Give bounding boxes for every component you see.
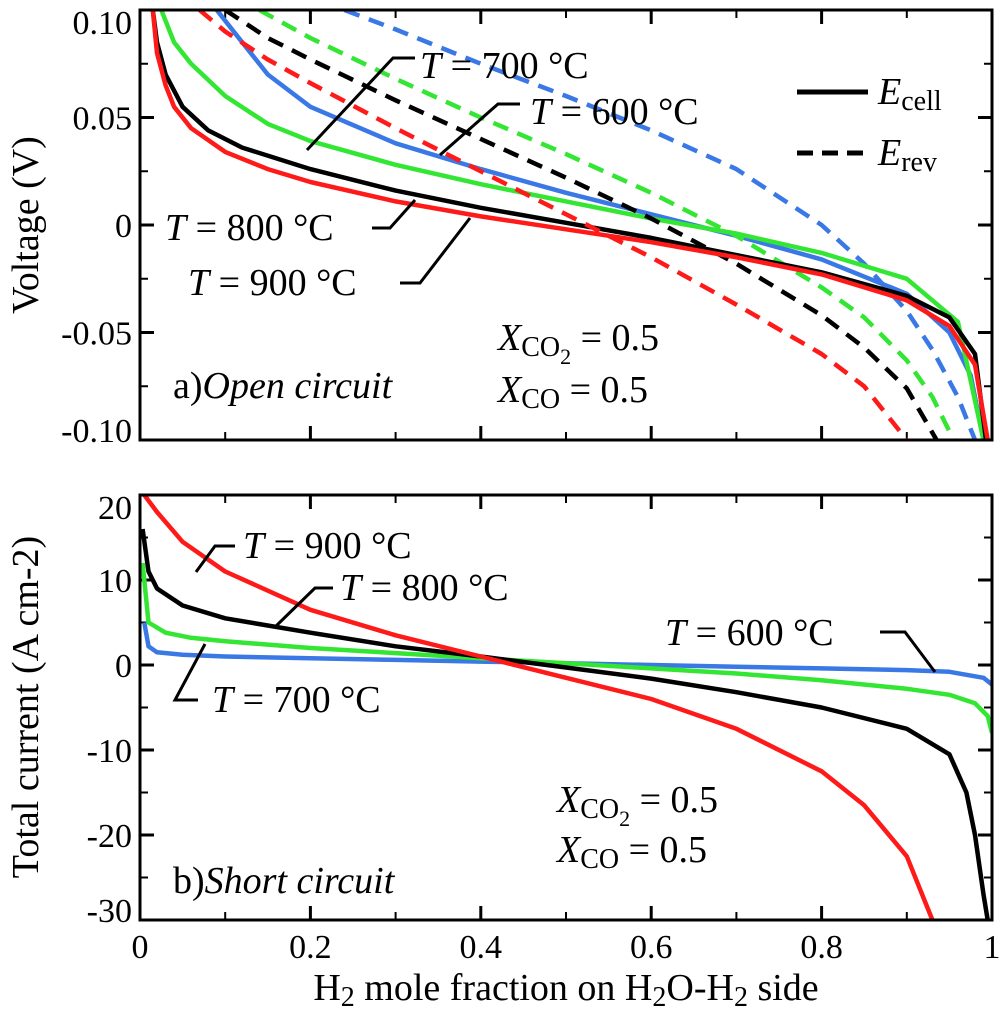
panel-b-xlabel: H2 mole fraction on H2O-H2 side <box>313 967 818 1013</box>
panel-a-ytick-label: -0.05 <box>61 316 132 353</box>
series-b-900 <box>142 495 935 920</box>
label-a-800: T = 800 °C <box>165 207 334 249</box>
panel-a-ytick-labels: 0.10 0.05 0 -0.05 -0.10 <box>61 5 132 450</box>
label-b-800: T = 800 °C <box>340 567 509 609</box>
leader-a-700 <box>305 56 415 152</box>
label-a-900: T = 900 °C <box>188 262 357 304</box>
panel-a-temperature-labels: T = 700 °C T = 600 °C T = 800 °C T = 900… <box>165 45 699 304</box>
label-b-700: T = 700 °C <box>212 679 381 721</box>
label-b-900: T = 900 °C <box>243 525 412 567</box>
panel-b-xtick-label: 0.6 <box>630 929 673 966</box>
panel-b-xtick-label: 0.2 <box>289 929 332 966</box>
panel-b-ytick-label: 0 <box>115 648 132 685</box>
panel-b-ytick-label: -10 <box>87 733 132 770</box>
panel-open-circuit: 0.10 0.05 0 -0.05 -0.10 Voltage (V) Ecell Er… <box>5 5 994 450</box>
panel-a-xco: XCO = 0.5 <box>496 369 648 415</box>
panel-b-xco2: XCO2 = 0.5 <box>555 779 718 831</box>
panel-a-ytick-label: -0.10 <box>61 413 132 450</box>
panel-b-ytick-label: 20 <box>98 490 132 527</box>
panel-b-ytick-label: -20 <box>87 818 132 855</box>
panel-b-xtick-labels: 0 0.2 0.4 0.6 0.8 1 <box>132 929 1000 966</box>
leader-a-900 <box>400 217 472 285</box>
label-b-600: T = 600 °C <box>665 612 834 654</box>
panel-b-xtick-label: 1 <box>984 929 1000 966</box>
panel-b-ylabel: Total current (A cm-2) <box>5 536 47 878</box>
panel-a-xco2: XCO2 = 0.5 <box>496 317 659 369</box>
label-a-600: T = 600 °C <box>530 91 699 133</box>
leader-a-600 <box>439 102 520 157</box>
series-a-600-ecell <box>214 10 986 440</box>
series-b-600 <box>142 622 992 687</box>
panel-b-ytick-labels: 20 10 0 -10 -20 -30 <box>87 490 132 930</box>
panel-b-temperature-labels: T = 900 °C T = 800 °C T = 600 °C T = 700… <box>172 525 937 721</box>
leader-b-700 <box>172 643 207 702</box>
legend-erev: Erev <box>877 132 937 178</box>
panel-b-ytick-label: 10 <box>98 563 132 600</box>
leader-b-800 <box>273 586 333 629</box>
panel-a-ytick-label: 0.10 <box>73 5 133 42</box>
panel-a-frame <box>138 8 994 442</box>
legend: Ecell Erev <box>797 71 942 178</box>
series-a-900-ecell <box>150 10 990 440</box>
series-a-900-erev <box>198 10 909 440</box>
leader-b-900 <box>194 544 235 573</box>
panel-a-ytick-label: 0.05 <box>73 101 133 138</box>
panel-b-xtick-label: 0.8 <box>800 929 843 966</box>
series-a-600-erev <box>343 10 978 440</box>
series-a-800-ecell <box>150 10 989 440</box>
panel-b-ytick-label: -30 <box>87 893 132 930</box>
panel-a-ytick-label: 0 <box>115 208 132 245</box>
panel-b-xco: XCO = 0.5 <box>555 829 707 875</box>
legend-ecell: Ecell <box>877 71 942 117</box>
panel-b-xtick-label: 0.4 <box>460 929 503 966</box>
leader-a-800 <box>372 199 417 230</box>
leader-b-600 <box>880 630 937 673</box>
series-b-700 <box>140 562 992 734</box>
series-a-800-erev <box>223 10 939 440</box>
panel-a-title: a)Open circuit <box>173 365 394 407</box>
series-b-800 <box>140 528 990 920</box>
panel-a-ylabel: Voltage (V) <box>5 136 47 314</box>
series-a-700-ecell <box>159 10 986 440</box>
label-a-700: T = 700 °C <box>420 45 589 87</box>
panel-b-series <box>140 495 992 920</box>
panel-b-title: b)Short circuit <box>173 860 396 902</box>
panel-b-xtick-label: 0 <box>132 929 149 966</box>
panel-short-circuit: 20 10 0 -10 -20 -30 0 0.2 0.4 0.6 0.8 1 Total curr… <box>5 490 1000 1013</box>
panel-b-frame <box>138 493 994 922</box>
